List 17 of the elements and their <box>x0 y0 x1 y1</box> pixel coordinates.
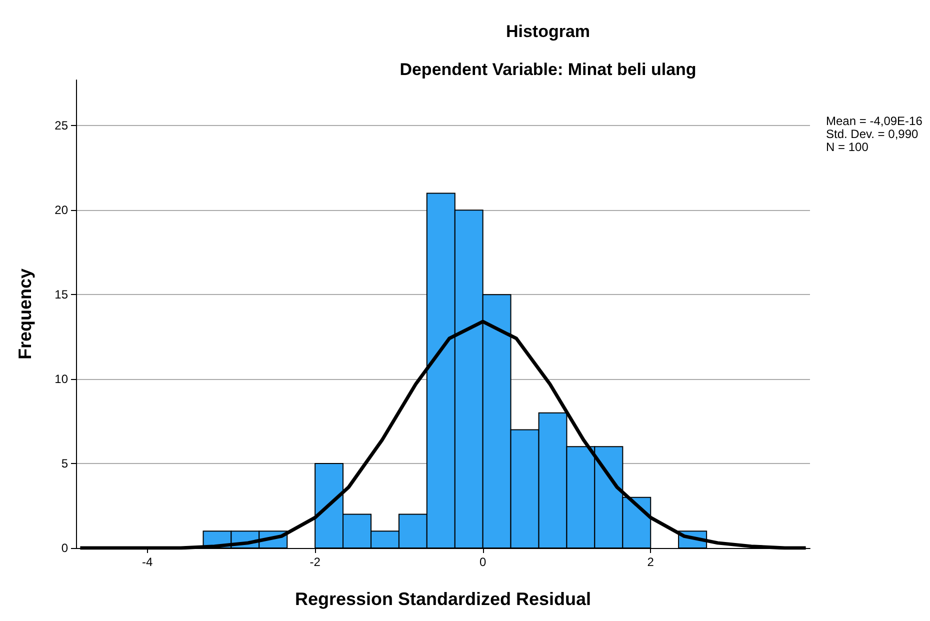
chart-subtitle: Dependent Variable: Minat beli ulang <box>400 60 696 79</box>
text: Mean = -4,09E-16 <box>826 114 923 128</box>
text: Std. Dev. = 0,990 <box>826 127 918 141</box>
y-tick-label: 10 <box>54 372 68 386</box>
x-tick-label: -4 <box>142 555 153 569</box>
x-tick-label: -2 <box>310 555 321 569</box>
y-tick-label: 25 <box>54 118 68 133</box>
x-tick-label: 2 <box>647 555 654 569</box>
x-tick-label: 0 <box>480 555 486 569</box>
y-tick-label: 20 <box>54 203 68 218</box>
x-axis-title: Regression Standardized Residual <box>294 589 592 609</box>
y-tick-label: 0 <box>61 541 68 555</box>
chart-title: Histogram <box>506 22 590 41</box>
y-axis-title: Frequency <box>15 268 35 360</box>
y-tick-label: 15 <box>54 288 68 302</box>
text: N = 100 <box>826 140 869 154</box>
y-tick-label: 5 <box>61 456 68 471</box>
